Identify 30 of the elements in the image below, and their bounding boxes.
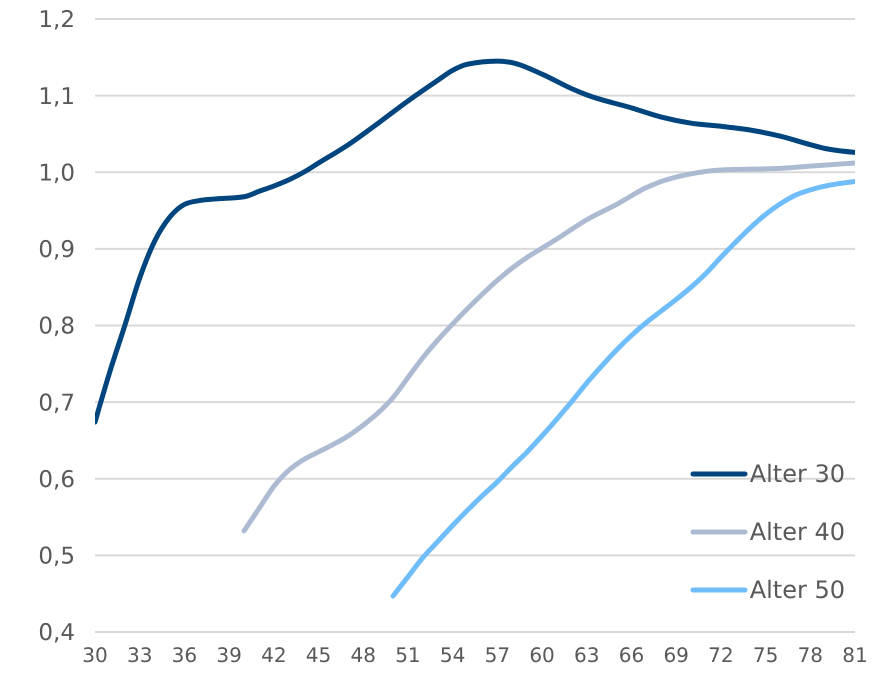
- y-tick-label: 1,1: [38, 84, 75, 110]
- x-tick-label: 42: [261, 643, 287, 668]
- y-tick-label: 0,5: [38, 544, 75, 570]
- x-tick-label: 81: [842, 643, 868, 668]
- y-tick-label: 0,4: [38, 620, 75, 646]
- x-tick-label: 33: [126, 643, 152, 668]
- x-tick-label: 69: [663, 643, 689, 668]
- x-tick-label: 60: [529, 643, 555, 668]
- x-tick-label: 66: [618, 643, 644, 668]
- x-tick-label: 39: [216, 643, 242, 668]
- x-tick-label: 75: [752, 643, 778, 668]
- x-tick-label: 72: [708, 643, 734, 668]
- x-tick-label: 63: [574, 643, 600, 668]
- y-tick-label: 0,6: [38, 466, 75, 493]
- y-tick-label: 1,2: [38, 7, 75, 34]
- x-tick-label: 45: [306, 643, 332, 668]
- x-tick-label: 51: [395, 643, 421, 668]
- y-tick-label: 0,9: [38, 237, 75, 264]
- y-tick-label: 0,7: [38, 390, 75, 416]
- y-tick-label: 1,0: [38, 160, 75, 186]
- legend-label: Alter 30: [750, 460, 845, 488]
- x-tick-label: 57: [484, 643, 510, 668]
- x-tick-label: 78: [798, 643, 824, 668]
- x-tick-label: 54: [440, 643, 466, 668]
- x-tick-label: 36: [172, 643, 198, 668]
- y-tick-label: 0,8: [38, 314, 75, 340]
- legend-label: Alter 50: [750, 576, 845, 604]
- x-tick-label: 30: [82, 643, 108, 668]
- x-tick-label: 48: [350, 643, 376, 668]
- legend-label: Alter 40: [750, 518, 845, 546]
